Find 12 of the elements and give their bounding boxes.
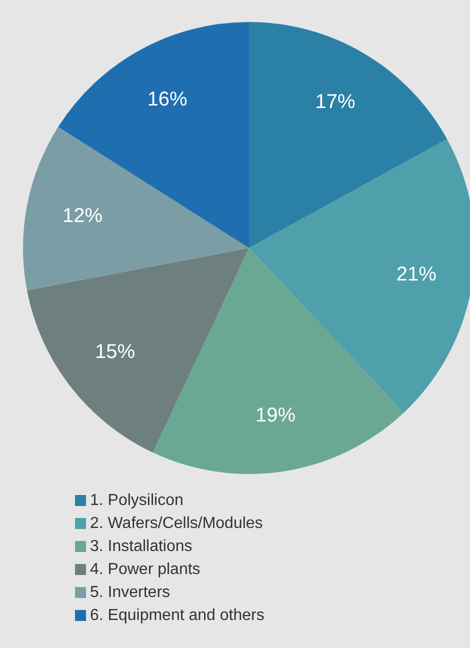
legend-label: 6. Equipment and others — [90, 606, 264, 626]
legend-label: 1. Polysilicon — [90, 491, 184, 511]
legend-label: 2. Wafers/Cells/Modules — [90, 514, 263, 534]
data-label: 17% — [315, 91, 356, 114]
legend-label: 4. Power plants — [90, 560, 200, 580]
legend-label: 5. Inverters — [90, 583, 170, 603]
legend-label: 3. Installations — [90, 537, 192, 557]
data-label: 12% — [62, 205, 103, 228]
data-label: 19% — [256, 404, 296, 426]
data-label: 21% — [396, 264, 437, 286]
data-label: 16% — [147, 88, 188, 110]
data-label: 15% — [95, 340, 136, 363]
